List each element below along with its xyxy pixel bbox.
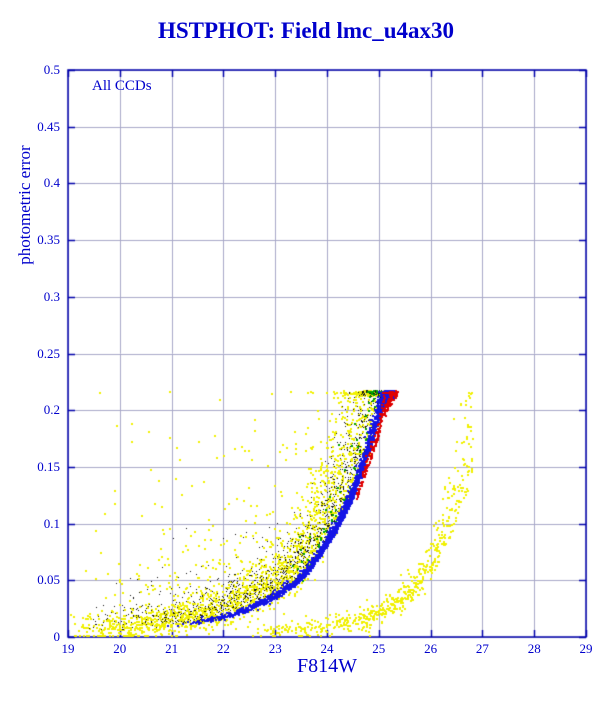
y-tick-label: 0.05 — [37, 572, 60, 588]
y-tick-label: 0.5 — [43, 62, 60, 77]
y-tick-label: 0.35 — [37, 232, 60, 248]
x-tick-label: 21 — [165, 641, 179, 656]
x-tick-label: 29 — [579, 641, 593, 656]
x-axis-label: F814W — [297, 655, 357, 677]
y-tick-label: 0.2 — [43, 402, 60, 418]
y-tick-label: 0.4 — [43, 175, 60, 191]
x-tick-label: 27 — [475, 641, 489, 656]
ccd-annotation-label: All CCDs — [92, 78, 152, 94]
y-tick-label: 0.3 — [43, 288, 60, 304]
x-tick-label: 25 — [372, 641, 386, 656]
x-tick-label: 24 — [320, 641, 334, 656]
x-tick-label: 20 — [113, 641, 127, 656]
x-tick-label: 23 — [268, 641, 282, 656]
y-tick-label: 0 — [53, 629, 61, 644]
y-tick-label: 0.45 — [37, 118, 60, 134]
y-tick-label: 0.15 — [37, 458, 60, 474]
x-tick-label: 26 — [424, 641, 438, 656]
x-tick-label: 28 — [527, 641, 541, 656]
x-tick-label: 22 — [216, 641, 230, 656]
y-tick-label: 0.1 — [43, 515, 60, 531]
page-title: HSTPHOT: Field lmc_u4ax30 — [157, 18, 455, 43]
x-tick-label: 19 — [61, 641, 75, 656]
y-tick-label: 0.25 — [37, 345, 60, 361]
